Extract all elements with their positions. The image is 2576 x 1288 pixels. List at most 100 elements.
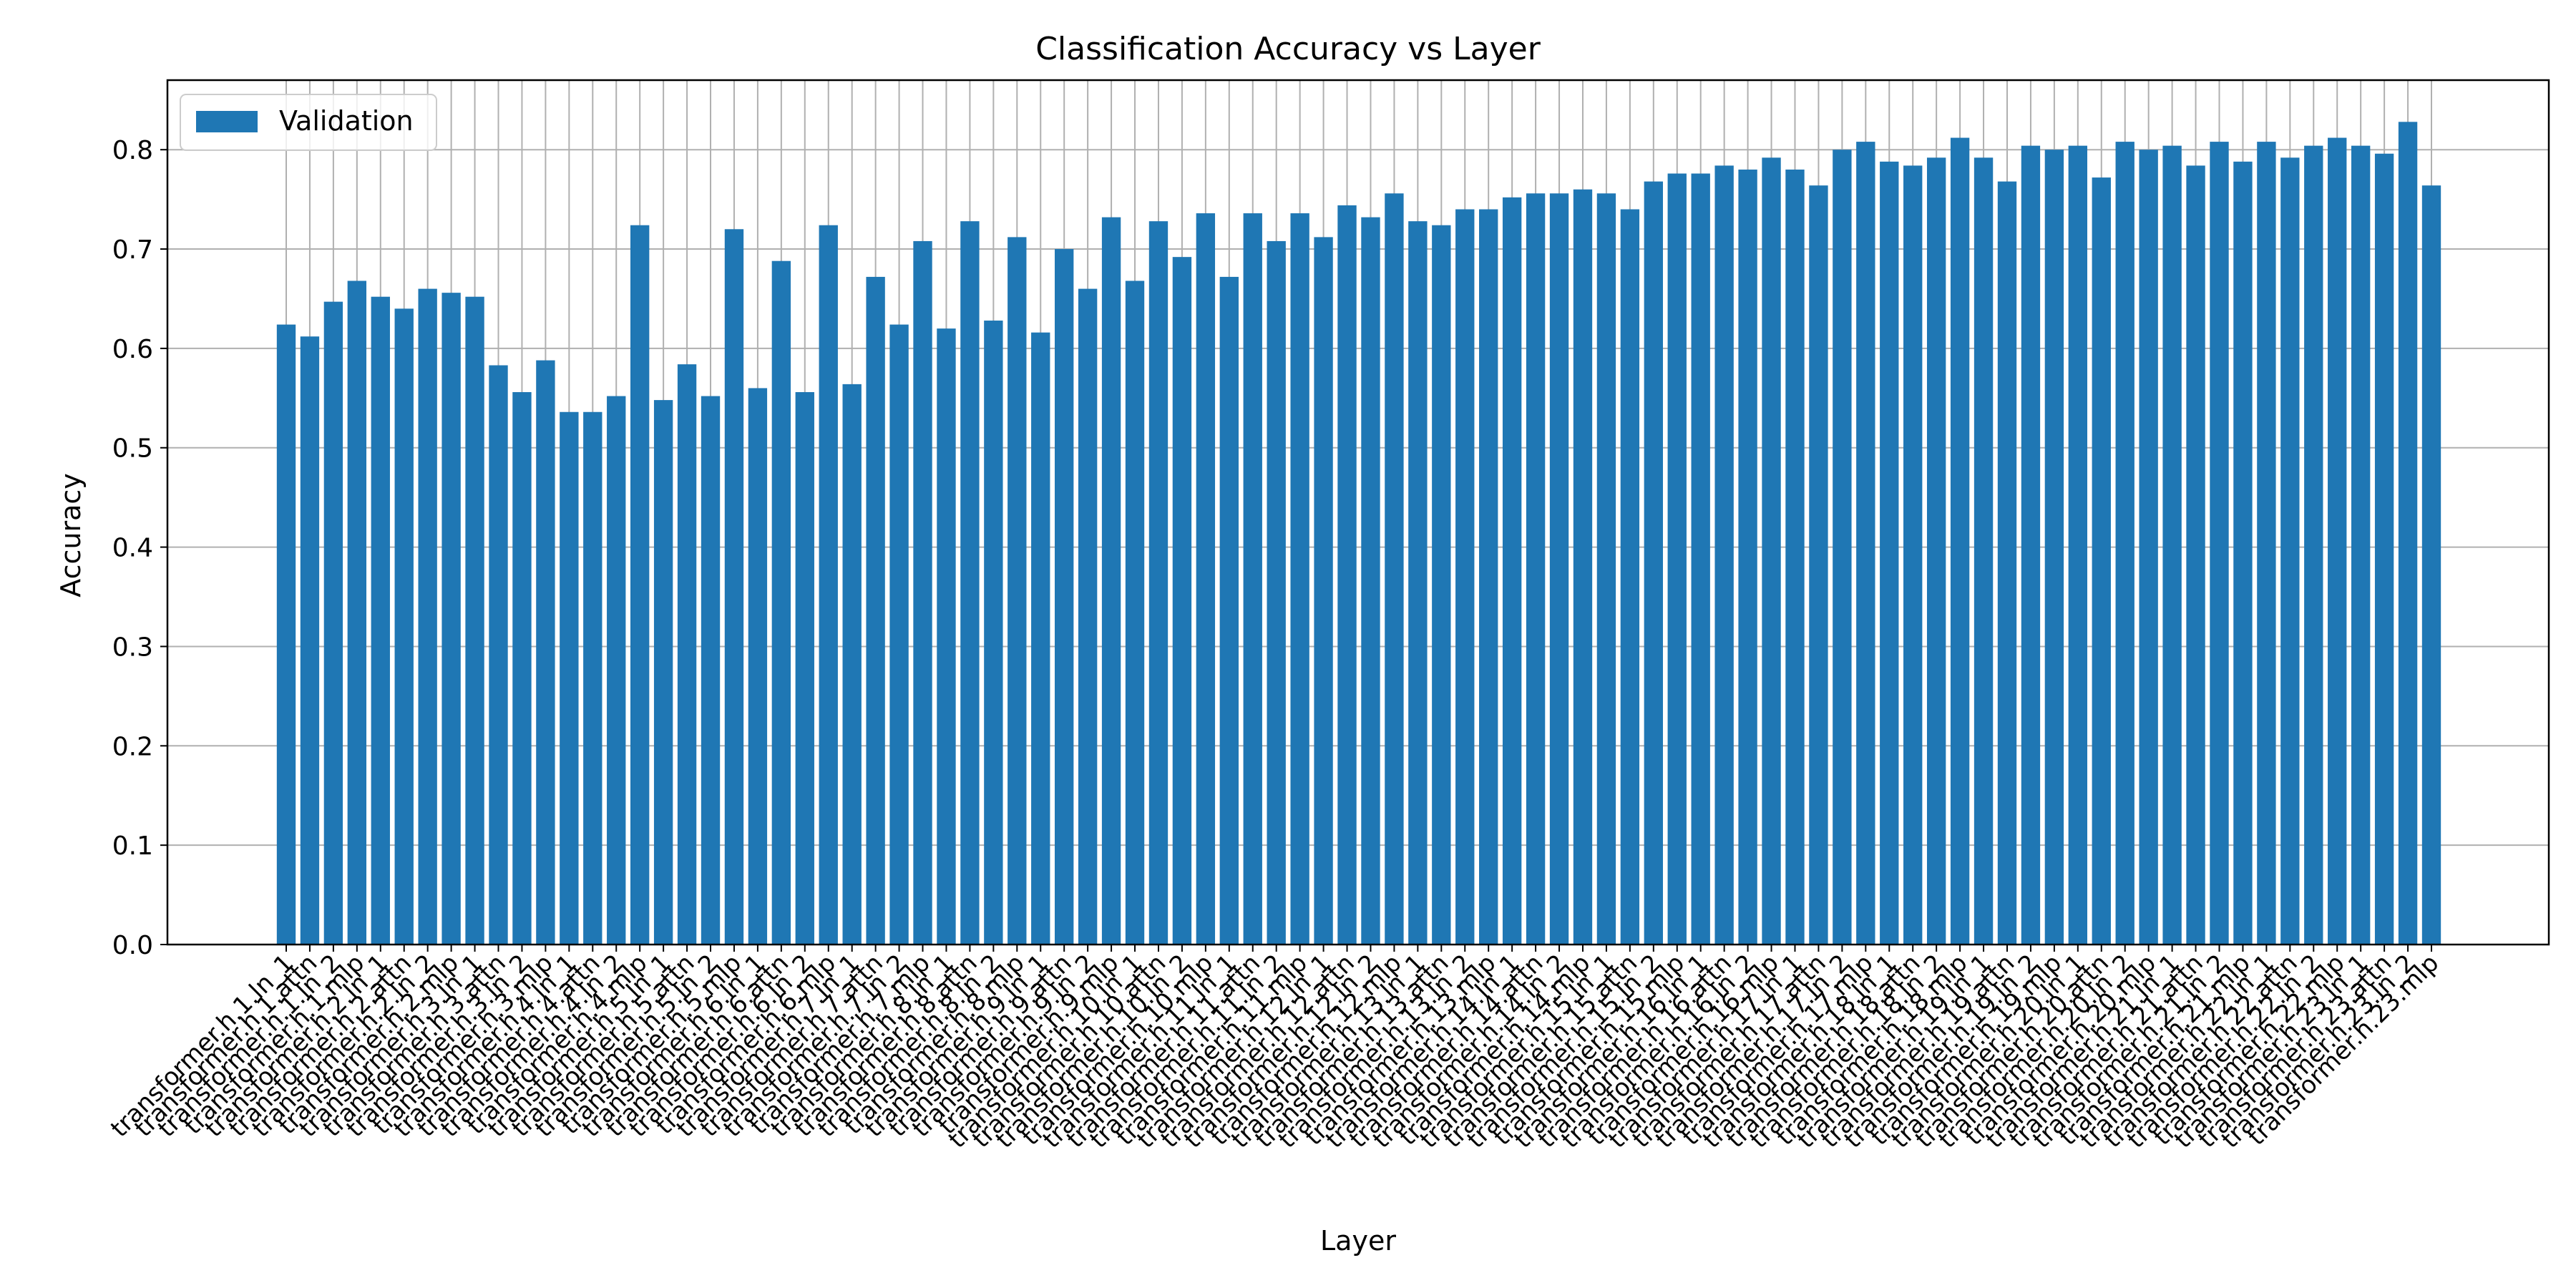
bar — [2162, 145, 2182, 945]
bar — [1055, 249, 1074, 945]
bar — [1267, 240, 1286, 945]
x-axis-ticks: transformer.h.1.ln_1transformer.h.1.attn… — [105, 945, 2444, 1154]
legend-swatch — [196, 111, 258, 132]
bar — [1314, 237, 1333, 945]
bar — [937, 328, 956, 945]
bar — [512, 391, 532, 945]
bar — [2280, 157, 2300, 945]
bar — [1385, 193, 1404, 945]
bar — [1691, 173, 1710, 945]
bar — [1148, 221, 1169, 945]
bar — [630, 225, 650, 945]
bar — [1125, 280, 1145, 945]
bar — [1455, 209, 1475, 945]
y-tick-label: 0.3 — [112, 633, 153, 662]
bar — [842, 384, 862, 945]
bar — [819, 225, 838, 945]
x-axis-label: Layer — [1320, 1225, 1396, 1257]
bar — [2233, 161, 2253, 945]
bar — [653, 400, 673, 945]
bar — [2044, 150, 2064, 945]
y-tick-label: 0.0 — [112, 931, 153, 960]
bar — [1243, 213, 1262, 945]
bar — [2304, 145, 2323, 945]
bar — [300, 336, 320, 945]
y-tick-label: 0.4 — [112, 534, 153, 563]
bar — [583, 411, 602, 945]
y-tick-label: 0.6 — [112, 335, 153, 364]
bar — [960, 221, 980, 945]
bar — [1290, 213, 1309, 945]
bar — [795, 391, 814, 945]
chart-title: Classification Accuracy vs Layer — [1035, 31, 1541, 67]
bar — [394, 308, 414, 945]
y-tick-label: 0.2 — [112, 732, 153, 761]
bar — [677, 364, 697, 945]
bar — [1880, 161, 1899, 945]
bar — [1950, 137, 1970, 945]
bar — [889, 324, 909, 945]
bar — [1785, 169, 1805, 945]
bar — [1337, 205, 1357, 945]
bar — [371, 296, 390, 945]
bar — [748, 388, 768, 945]
bar — [1219, 276, 1239, 945]
legend-box — [180, 94, 437, 151]
legend: Validation — [180, 94, 437, 151]
bar — [441, 293, 461, 945]
bar — [1903, 165, 1923, 945]
bar — [1078, 288, 1098, 945]
bar — [1926, 157, 1946, 945]
bar — [347, 280, 367, 945]
y-axis-label: Accuracy — [55, 473, 87, 597]
plot-frame — [166, 79, 2550, 946]
bar — [1196, 213, 1216, 945]
bar — [1620, 209, 1640, 945]
legend-label: Validation — [279, 105, 414, 137]
bar — [1502, 197, 1522, 945]
bar — [418, 288, 437, 945]
bar — [1974, 157, 1994, 945]
bar — [1432, 225, 1451, 945]
bar — [1833, 150, 1852, 945]
bar — [701, 396, 721, 945]
y-tick-label: 0.1 — [112, 831, 153, 861]
bar — [2257, 142, 2276, 945]
bar — [724, 229, 744, 945]
bar — [866, 276, 885, 945]
bar — [1549, 193, 1569, 945]
y-tick-label: 0.7 — [112, 235, 153, 265]
bar — [1408, 221, 1428, 945]
bar — [2068, 145, 2088, 945]
bar — [913, 240, 932, 945]
bar — [771, 260, 791, 945]
bar — [489, 365, 508, 945]
y-tick-label: 0.5 — [112, 434, 153, 464]
bar — [2398, 122, 2418, 945]
bar — [1172, 257, 1192, 945]
bar — [2328, 137, 2347, 945]
bar — [2374, 153, 2394, 945]
bar — [1997, 181, 2017, 945]
bar — [1667, 173, 1687, 945]
bar — [1101, 217, 1121, 945]
bar — [1738, 169, 1757, 945]
bar — [560, 411, 579, 945]
bar — [984, 321, 1003, 945]
bar — [323, 301, 343, 945]
bar — [1762, 157, 1781, 945]
y-axis-ticks: 0.0 0.1 0.2 0.3 0.4 0.5 0.6 0.7 0.8 — [112, 136, 167, 960]
bar — [1361, 217, 1380, 945]
bar — [1526, 193, 1546, 945]
bar — [1856, 142, 1875, 945]
bar — [1479, 209, 1498, 945]
bar — [1714, 165, 1734, 945]
bar — [2351, 145, 2371, 945]
y-tick-label: 0.8 — [112, 136, 153, 165]
bar — [276, 324, 296, 945]
bars — [276, 122, 2441, 945]
bar — [2186, 165, 2205, 945]
bar — [465, 296, 484, 945]
bar — [1573, 189, 1593, 945]
